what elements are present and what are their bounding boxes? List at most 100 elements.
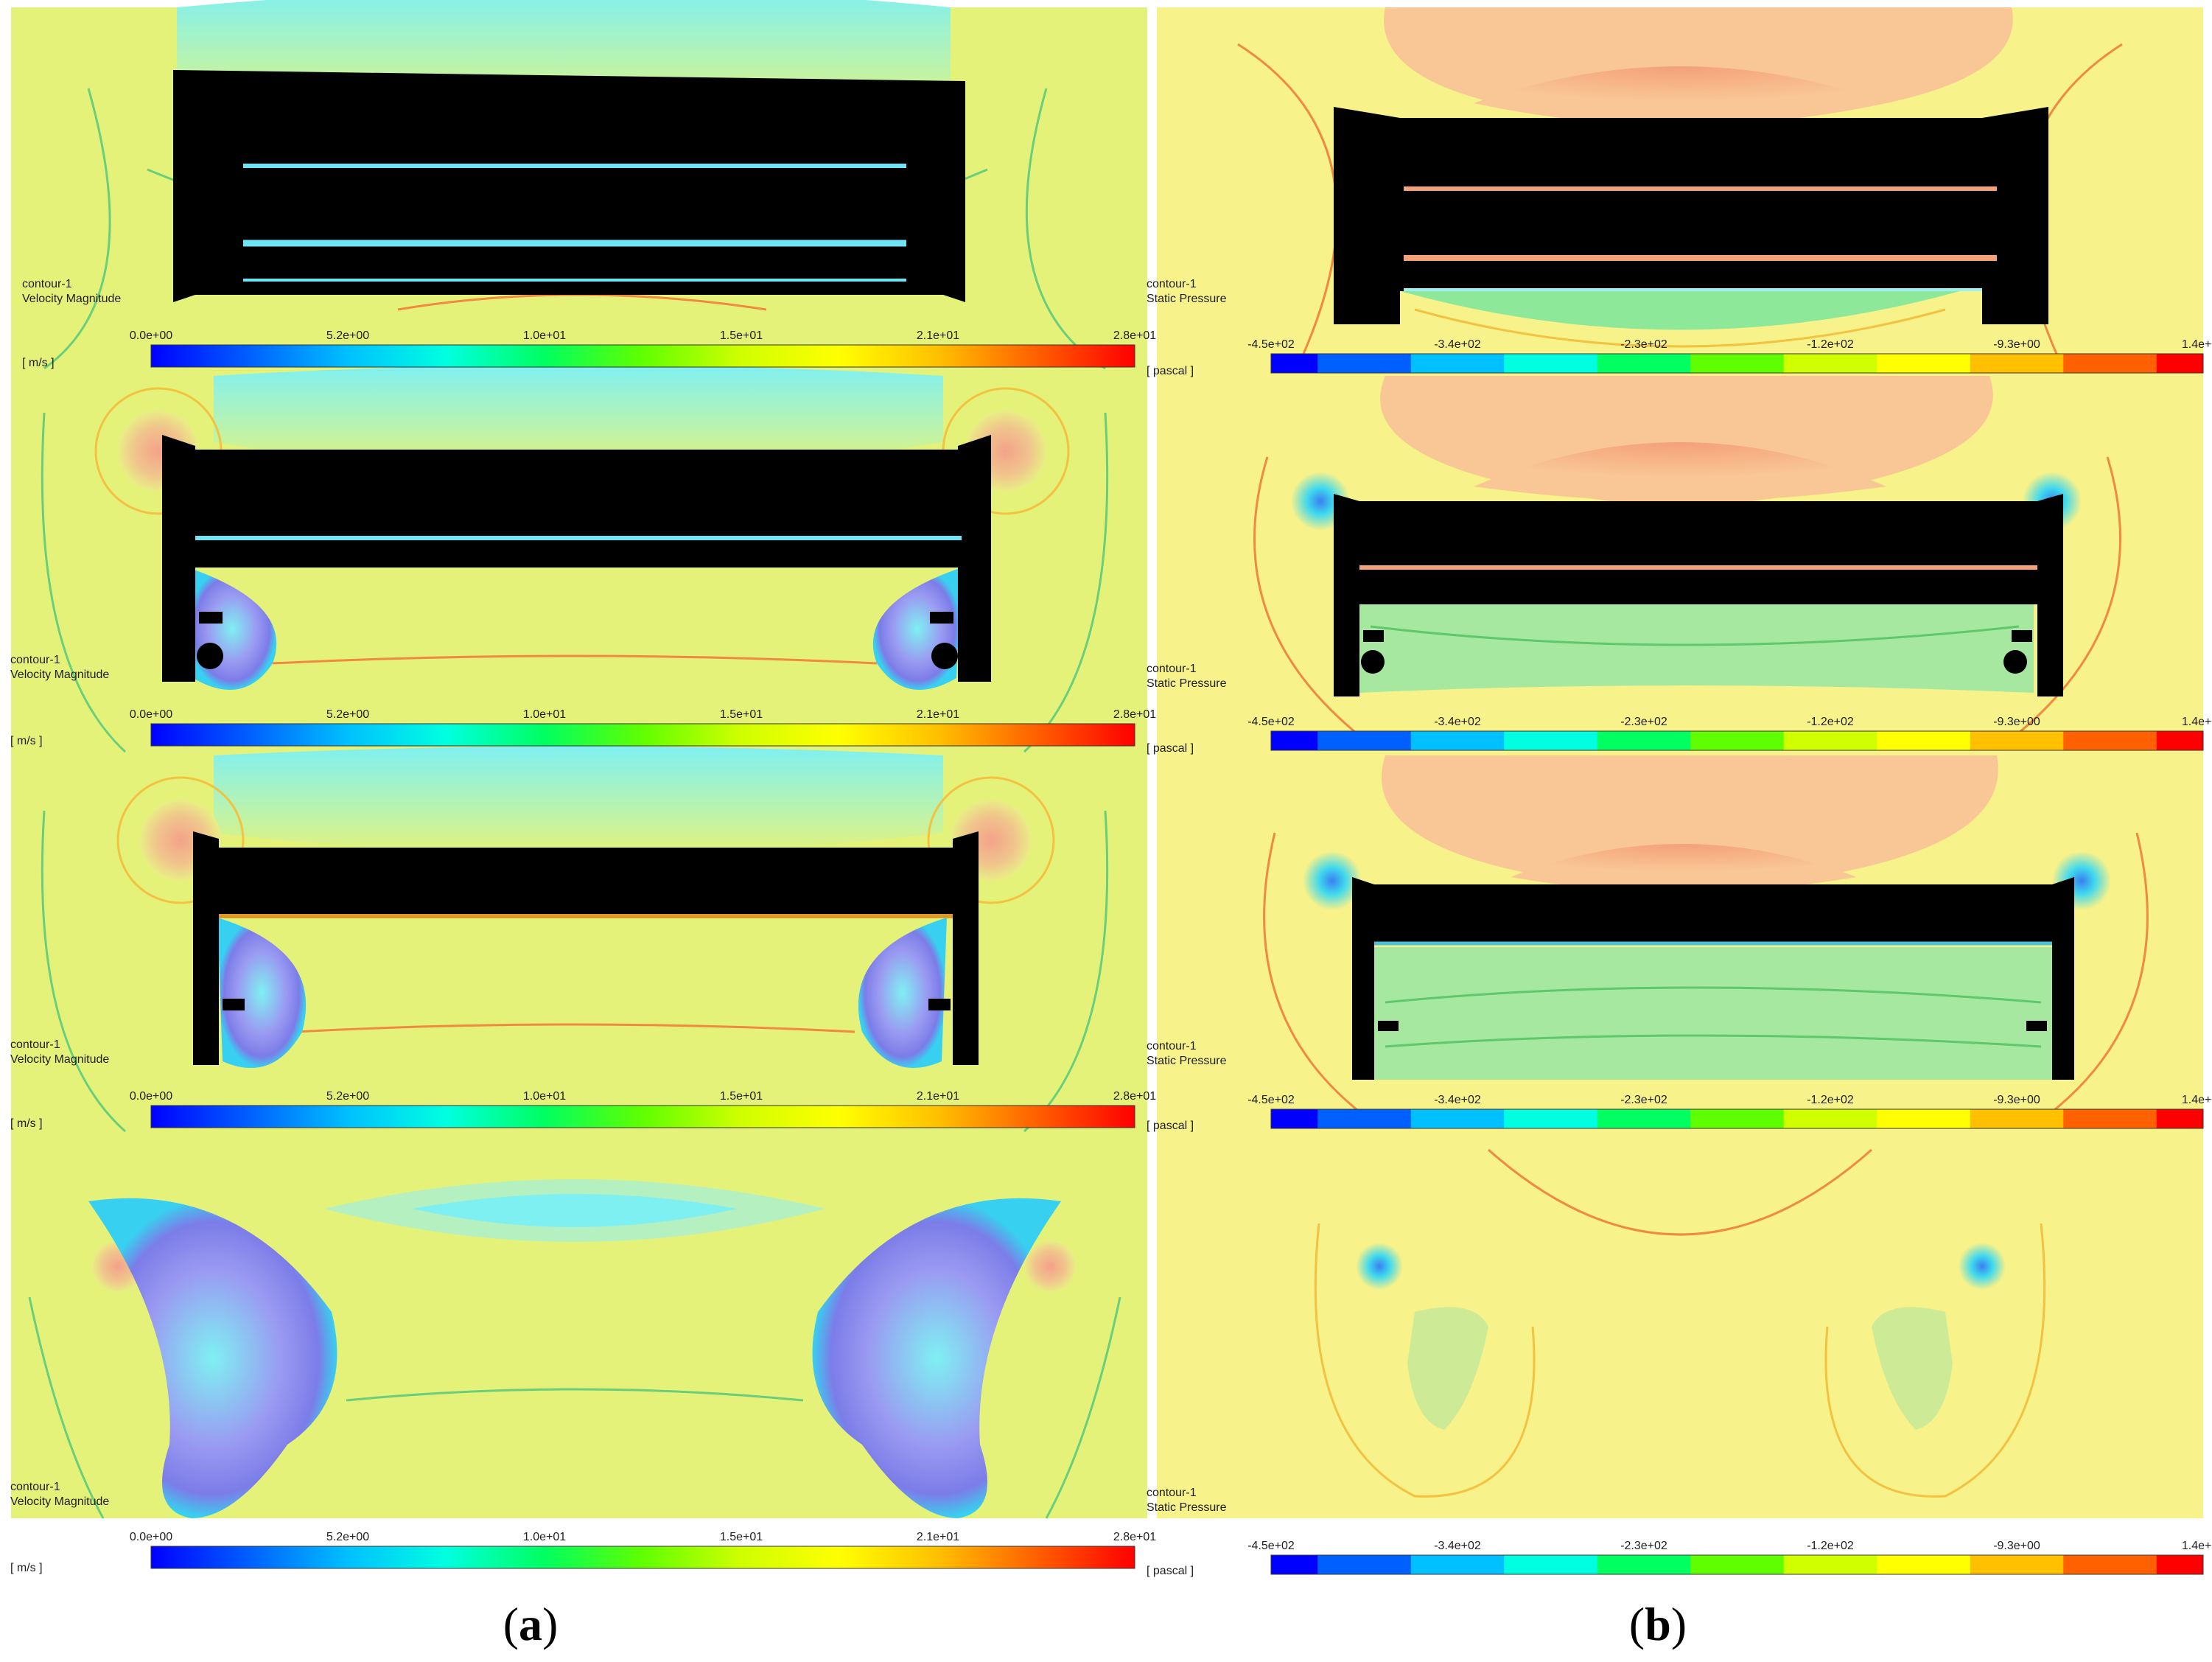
velocity-legend-2: contour-1 Velocity Magnitude [ m/s ] 0.0… — [10, 654, 1156, 747]
colorbar-band — [1737, 1555, 1785, 1574]
colorbar-tick-label: 1.0e+01 — [523, 1090, 566, 1103]
panel-title: contour-1 — [1147, 663, 1197, 675]
colorbar-band — [1550, 731, 1598, 750]
colorbar-tick-label: -3.4e+02 — [1434, 1094, 1481, 1106]
colorbar-band — [2017, 1109, 2064, 1128]
colorbar-band — [2063, 1109, 2110, 1128]
unit-label: [ m/s ] — [10, 735, 43, 747]
velocity-legend-1: contour-1 Velocity Magnitude [ m/s ] 0.0… — [22, 278, 1156, 369]
colorbar-tick-label: 0.0e+00 — [130, 1531, 172, 1543]
colorbar-band — [1457, 1555, 1505, 1574]
colorbar-band — [1690, 1555, 1737, 1574]
panel-title: contour-1 — [1147, 1487, 1197, 1499]
colorbar-tick-label: 2.8e+01 — [1113, 1090, 1156, 1103]
colorbar-band — [1923, 1555, 1971, 1574]
colorbar-band — [1644, 1109, 1691, 1128]
colorbar-tick-label: 1.4e+02 — [2182, 1094, 2212, 1106]
colorbar-band — [2110, 731, 2157, 750]
colorbar — [150, 1546, 1135, 1569]
variable-label: Static Pressure — [1147, 1501, 1227, 1514]
pressure-panel-2 — [1157, 376, 2203, 755]
colorbar-band — [1783, 1555, 1831, 1574]
colorbar-band — [1410, 1109, 1458, 1128]
colorbar-band — [1271, 1555, 1318, 1574]
unit-label: [ pascal ] — [1147, 742, 1194, 755]
unit-label: [ pascal ] — [1147, 1565, 1194, 1577]
pressure-legend-3: contour-1 Static Pressure [ pascal ] -4.… — [1147, 1040, 2212, 1132]
colorbar-band — [1550, 1555, 1598, 1574]
variable-label: Static Pressure — [1147, 1055, 1227, 1067]
colorbar-tick-label: 0.0e+00 — [130, 329, 172, 342]
colorbar-tick-label: 1.4e+02 — [2182, 338, 2212, 351]
panel-title: contour-1 — [22, 278, 72, 290]
colorbar-tick-label: -1.2e+02 — [1807, 1540, 1854, 1552]
pressure-panel-3 — [1157, 755, 2203, 1135]
colorbar-tick-label: 0.0e+00 — [130, 708, 172, 721]
unit-label: [ pascal ] — [1147, 1120, 1194, 1132]
colorbar-band — [1504, 1109, 1551, 1128]
colorbar-band — [1597, 354, 1645, 373]
colorbar-tick-label: 5.2e+00 — [326, 708, 369, 721]
colorbar-band — [1317, 731, 1365, 750]
colorbar-tick-label: -4.5e+02 — [1247, 1094, 1295, 1106]
colorbar-band — [1597, 1555, 1645, 1574]
panel-title: contour-1 — [10, 654, 60, 666]
panel-title: contour-1 — [10, 1481, 60, 1493]
colorbar-band — [1830, 1109, 1877, 1128]
velocity-panel-4 — [11, 1135, 1147, 1519]
velocity-panel-3 — [11, 746, 1147, 1135]
panel-title: contour-1 — [10, 1038, 60, 1051]
pressure-legend-1: contour-1 Static Pressure [ pascal ] -4.… — [1147, 278, 2212, 377]
colorbar-band — [1550, 1109, 1598, 1128]
colorbar-tick-label: -3.4e+02 — [1434, 1540, 1481, 1552]
velocity-panel-2 — [11, 365, 1147, 755]
colorbar-tick-label: 2.8e+01 — [1113, 329, 1156, 342]
colorbar-band — [1644, 731, 1691, 750]
colorbar-band — [1737, 1109, 1785, 1128]
colorbar-band — [1504, 354, 1551, 373]
colorbar-band — [1783, 354, 1831, 373]
colorbar-band — [1457, 731, 1505, 750]
colorbar-band — [1970, 1555, 2017, 1574]
colorbar-tick-label: 5.2e+00 — [326, 1531, 369, 1543]
colorbar-band — [1550, 354, 1598, 373]
colorbar-tick-label: -1.2e+02 — [1807, 1094, 1854, 1106]
colorbar-band — [2156, 731, 2204, 750]
velocity-panel-1 — [11, 0, 1147, 376]
colorbar-tick-label: -4.5e+02 — [1247, 338, 1295, 351]
colorbar-band — [1364, 731, 1412, 750]
colorbar-tick-label: 1.0e+01 — [523, 329, 566, 342]
colorbar-tick-label: 1.4e+02 — [2182, 1540, 2212, 1552]
colorbar-band — [1970, 1109, 2017, 1128]
colorbar-band — [1690, 1109, 1737, 1128]
variable-label: Velocity Magnitude — [10, 1495, 109, 1508]
colorbar-band — [1877, 1109, 1924, 1128]
colorbar-band — [1877, 1555, 1924, 1574]
colorbar-tick-label: -9.3e+00 — [1993, 716, 2040, 728]
unit-label: [ m/s ] — [22, 357, 55, 369]
colorbar-band — [1877, 731, 1924, 750]
velocity-legend-3: contour-1 Velocity Magnitude [ m/s ] 0.0… — [10, 1038, 1156, 1130]
colorbar-band — [1271, 1109, 1318, 1128]
colorbar-band — [1457, 354, 1505, 373]
colorbar-tick-label: -9.3e+00 — [1993, 1540, 2040, 1552]
colorbar-band — [1830, 731, 1877, 750]
colorbar-band — [1271, 731, 1318, 750]
colorbar-band — [2017, 1555, 2064, 1574]
colorbar-band — [1317, 1109, 1365, 1128]
colorbar-band — [2110, 1555, 2157, 1574]
colorbar-tick-label: 5.2e+00 — [326, 1090, 369, 1103]
colorbar-frame — [1270, 1108, 2204, 1129]
colorbar-band — [2156, 354, 2204, 373]
variable-label: Velocity Magnitude — [10, 1053, 109, 1066]
variable-label: Velocity Magnitude — [10, 668, 109, 681]
colorbar-tick-label: 2.1e+01 — [917, 1531, 959, 1543]
colorbar-band — [1410, 354, 1458, 373]
colorbar-band — [1271, 354, 1318, 373]
colorbar-band — [1737, 354, 1785, 373]
caption-a: (a) — [503, 1598, 559, 1650]
colorbar-tick-label: -4.5e+02 — [1247, 716, 1295, 728]
pressure-panel-1 — [1157, 7, 2203, 376]
colorbar-band — [1923, 354, 1971, 373]
colorbar-band — [1970, 354, 2017, 373]
